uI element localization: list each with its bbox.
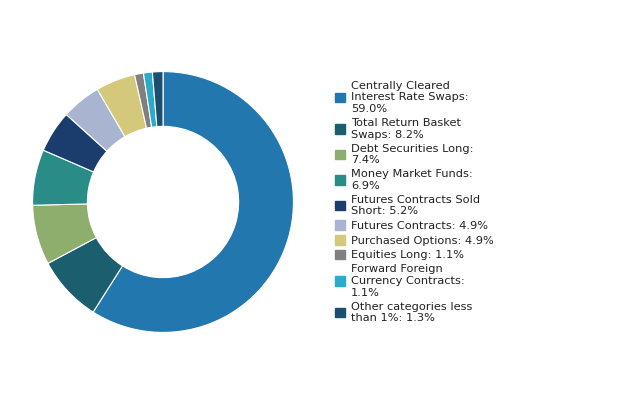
Wedge shape: [144, 72, 157, 127]
Wedge shape: [93, 72, 293, 332]
Wedge shape: [33, 150, 93, 205]
Wedge shape: [48, 238, 122, 312]
Wedge shape: [152, 72, 163, 126]
Legend: Centrally Cleared
Interest Rate Swaps:
59.0%, Total Return Basket
Swaps: 8.2%, D: Centrally Cleared Interest Rate Swaps: 5…: [332, 78, 497, 326]
Wedge shape: [135, 73, 152, 128]
Wedge shape: [43, 114, 107, 172]
Wedge shape: [33, 204, 97, 263]
Wedge shape: [97, 75, 147, 137]
Wedge shape: [66, 89, 125, 151]
